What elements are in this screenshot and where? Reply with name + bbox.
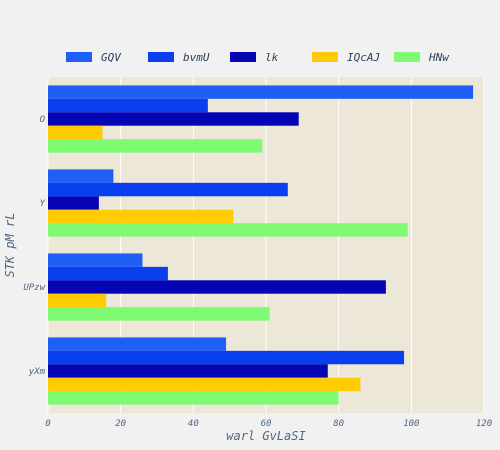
legend-swatch-hnw	[394, 52, 420, 62]
legend: GQV bvmU lk IQcAJ HNw	[66, 51, 450, 64]
x-tick-label-20: 20	[115, 419, 126, 429]
bar-gqv-y	[48, 169, 114, 183]
y-tick-label-upzw: UPzw	[23, 283, 45, 293]
legend-swatch-bvmu	[148, 52, 174, 62]
y-tick-labels: O Y UPzw yXm	[23, 115, 45, 377]
bar-lk-yxm	[48, 364, 328, 378]
bar-iqcaj-yxm	[48, 377, 361, 392]
bar-hnw-o	[48, 139, 263, 153]
x-tick-label-60: 60	[261, 419, 272, 429]
bar-iqcaj-y	[48, 209, 234, 224]
x-tick-labels: 0 20 40 60 80 100 120	[45, 419, 492, 429]
legend-label-bvmu: bvmU	[183, 51, 210, 64]
y-tick-label-yxm: yXm	[28, 367, 46, 377]
bar-lk-o	[48, 112, 299, 126]
bar-gqv-upzw	[48, 253, 143, 267]
bar-lk-y	[48, 196, 99, 210]
bars	[48, 85, 474, 405]
legend-swatch-lk	[230, 52, 256, 62]
legend-label-lk: lk	[265, 51, 279, 64]
y-tick-label-o: O	[40, 115, 46, 125]
y-axis-label: STK pM rL	[3, 212, 17, 277]
bar-gqv-o	[48, 85, 474, 99]
bar-bvmu-y	[48, 182, 288, 197]
bar-hnw-yxm	[48, 391, 339, 405]
bar-iqcaj-o	[48, 125, 103, 140]
bar-iqcaj-upzw	[48, 293, 107, 308]
x-tick-label-120: 120	[476, 419, 492, 429]
legend-label-hnw: HNw	[428, 51, 450, 64]
bar-hnw-y	[48, 223, 408, 237]
legend-label-iqcaj: IQcAJ	[347, 51, 380, 64]
bar-bvmu-yxm	[48, 350, 405, 365]
legend-swatch-gqv	[66, 52, 92, 62]
bar-gqv-yxm	[48, 337, 227, 351]
bar-bvmu-upzw	[48, 266, 168, 281]
bar-hnw-upzw	[48, 307, 270, 321]
x-tick-label-40: 40	[188, 419, 199, 429]
y-tick-label-y: Y	[40, 199, 46, 209]
x-tick-label-0: 0	[45, 419, 50, 429]
x-axis-label: warl GvLaSI	[226, 429, 305, 443]
x-tick-label-80: 80	[333, 419, 344, 429]
legend-label-gqv: GQV	[101, 51, 122, 64]
legend-swatch-iqcaj	[312, 52, 338, 62]
bar-bvmu-o	[48, 98, 208, 113]
bar-lk-upzw	[48, 280, 386, 294]
x-tick-label-100: 100	[403, 419, 419, 429]
